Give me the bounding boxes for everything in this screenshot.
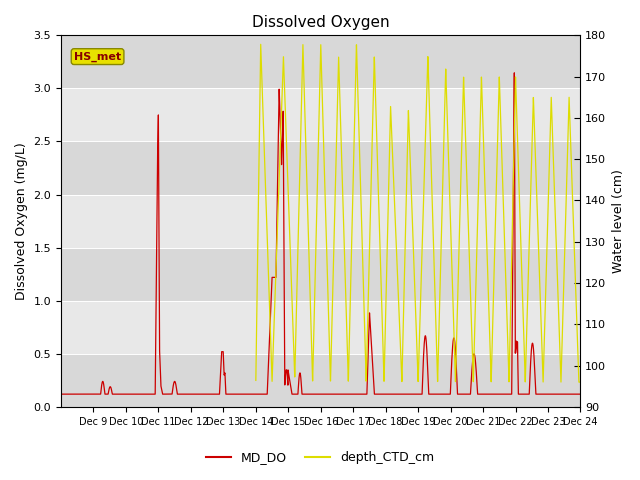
Bar xyxy=(61,36,580,88)
Y-axis label: Dissolved Oxygen (mg/L): Dissolved Oxygen (mg/L) xyxy=(15,142,28,300)
Bar xyxy=(61,88,580,142)
Bar xyxy=(61,194,580,248)
Title: Dissolved Oxygen: Dissolved Oxygen xyxy=(252,15,390,30)
Bar xyxy=(61,301,580,354)
Bar xyxy=(61,142,580,194)
Y-axis label: Water level (cm): Water level (cm) xyxy=(612,169,625,273)
Bar xyxy=(61,248,580,301)
Bar xyxy=(61,354,580,407)
Text: HS_met: HS_met xyxy=(74,51,121,62)
Legend: MD_DO, depth_CTD_cm: MD_DO, depth_CTD_cm xyxy=(200,446,440,469)
